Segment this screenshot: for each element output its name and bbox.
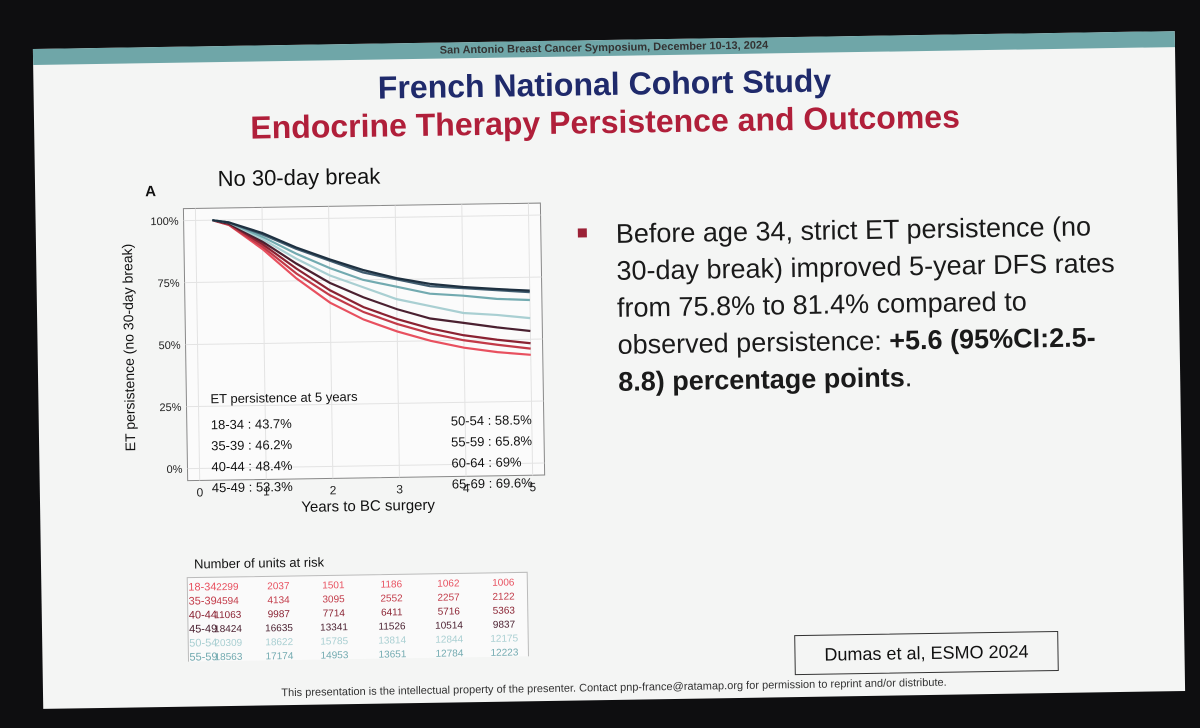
risk-cell: 15785: [320, 636, 348, 647]
risk-row-label: 45-49: [189, 623, 217, 635]
series-line-55-59: [212, 219, 530, 302]
risk-cell: 15589: [491, 661, 519, 663]
copyright-footer: This presentation is the intellectual pr…: [281, 676, 947, 700]
risk-cell: 2037: [267, 581, 290, 592]
risk-cell: 16310: [436, 662, 464, 663]
risk-cell: 1062: [437, 578, 460, 589]
risk-cell: 20309: [214, 638, 242, 649]
risk-row-label: 18-34: [188, 581, 216, 593]
x-tick-label: 3: [396, 482, 403, 496]
risk-row-label: 40-44: [189, 609, 217, 621]
risk-cell: 18563: [214, 652, 242, 663]
bullet-marker: [577, 228, 587, 238]
risk-row-label: 50-54: [189, 637, 217, 649]
risk-cell: 13651: [378, 649, 406, 660]
series-line-50-54: [212, 219, 531, 320]
x-tick-label: 1: [263, 484, 270, 498]
risk-cell: 11063: [214, 610, 242, 621]
risk-cell: 1006: [492, 578, 515, 589]
risk-cell: 2299: [216, 582, 239, 593]
y-gridline: [183, 214, 541, 222]
risk-cell: 13341: [320, 622, 348, 633]
risk-cell: 2257: [437, 592, 460, 603]
risk-table-frame: [186, 571, 530, 663]
x-axis-label: Years to BC surgery: [301, 497, 435, 516]
risk-cell: 12175: [490, 633, 518, 644]
risk-cell: 12844: [435, 634, 463, 645]
y-tick-label: 25%: [159, 402, 181, 414]
series-line-35-39: [211, 219, 531, 350]
risk-cell: 2552: [380, 593, 403, 604]
key-finding: Before age 34, strict ET persistence (no…: [577, 208, 1139, 401]
x-tick-label: 2: [330, 483, 337, 497]
risk-cell: 4134: [267, 595, 290, 606]
y-tick-label: 75%: [157, 278, 179, 290]
annotation-right: 50-54 : 58.5%: [451, 412, 533, 428]
risk-table-title: Number of units at risk: [194, 554, 325, 571]
risk-cell: 1186: [381, 579, 403, 590]
annotation-left: 18-34 : 43.7%: [211, 416, 293, 432]
citation-box: Dumas et al, ESMO 2024: [794, 630, 1059, 676]
risk-row-label: 35-39: [188, 595, 216, 607]
chart-title: No 30-day break: [217, 164, 381, 192]
x-tick-label: 0: [196, 485, 203, 499]
panel-label: A: [145, 183, 156, 200]
risk-cell: 3095: [322, 594, 345, 605]
annotation-title: ET persistence at 5 years: [210, 389, 358, 406]
risk-cell: 17174: [265, 651, 293, 662]
x-tick-label: 4: [463, 481, 470, 495]
risk-cell: 13814: [378, 635, 406, 646]
series-line-65-69: [212, 219, 530, 292]
risk-cell: 18424: [214, 624, 242, 635]
risk-cell: 11526: [378, 621, 406, 632]
km-chart: A No 30-day break 0 1 2 3 4 50%25%50%75%100%E…: [119, 164, 546, 663]
risk-cell: 9837: [493, 619, 516, 630]
risk-cell: 14953: [320, 650, 348, 661]
y-tick-label: 0%: [167, 464, 183, 476]
slide: San Antonio Breast Cancer Symposium, Dec…: [32, 31, 1186, 709]
risk-cell: 12784: [435, 648, 463, 659]
risk-cell: 16635: [265, 623, 293, 634]
risk-cell: 2122: [492, 592, 515, 603]
risk-cell: 5363: [493, 606, 516, 617]
risk-cell: 6411: [381, 607, 403, 618]
y-gridline: [185, 338, 543, 346]
risk-table: 18-34 2299 2037 1501 1186 1062 1006 35-39 4594 41…: [186, 571, 530, 663]
y-tick-label: 100%: [150, 216, 179, 228]
annotation-left: 45-49 : 53.3%: [212, 479, 294, 495]
risk-cell: 7714: [323, 608, 346, 619]
y-gridline: [186, 400, 544, 408]
series-line-40-44: [212, 219, 531, 345]
risk-cell: 10514: [435, 620, 463, 631]
annotation-right: 65-69 : 69.6%: [452, 475, 534, 491]
y-axis-label: ET persistence (no 30-day break): [119, 244, 138, 452]
risk-cell: 1501: [322, 580, 345, 591]
annotation-left: 35-39 : 46.2%: [211, 437, 293, 453]
risk-row-label: 55-59: [189, 651, 217, 663]
risk-cell: 12223: [490, 647, 518, 658]
annotation-right: 60-64 : 69%: [451, 454, 522, 470]
series-line-18-34: [211, 219, 531, 356]
annotation-right: 55-59 : 65.8%: [451, 433, 533, 449]
plot-area: 0 1 2 3 4 50%25%50%75%100%ET persistence at 5…: [150, 202, 546, 499]
annotation-left: 40-44 : 48.4%: [211, 458, 293, 474]
x-tick-label: 5: [529, 480, 536, 494]
risk-cell: 18622: [265, 637, 293, 648]
y-tick-label: 50%: [158, 340, 180, 352]
risk-cell: 5716: [438, 606, 461, 617]
series-line-45-49: [212, 219, 531, 333]
finding-end: .: [904, 362, 913, 393]
risk-cell: 9987: [268, 609, 291, 620]
y-gridline: [187, 462, 545, 470]
risk-cell: 4594: [216, 596, 239, 607]
